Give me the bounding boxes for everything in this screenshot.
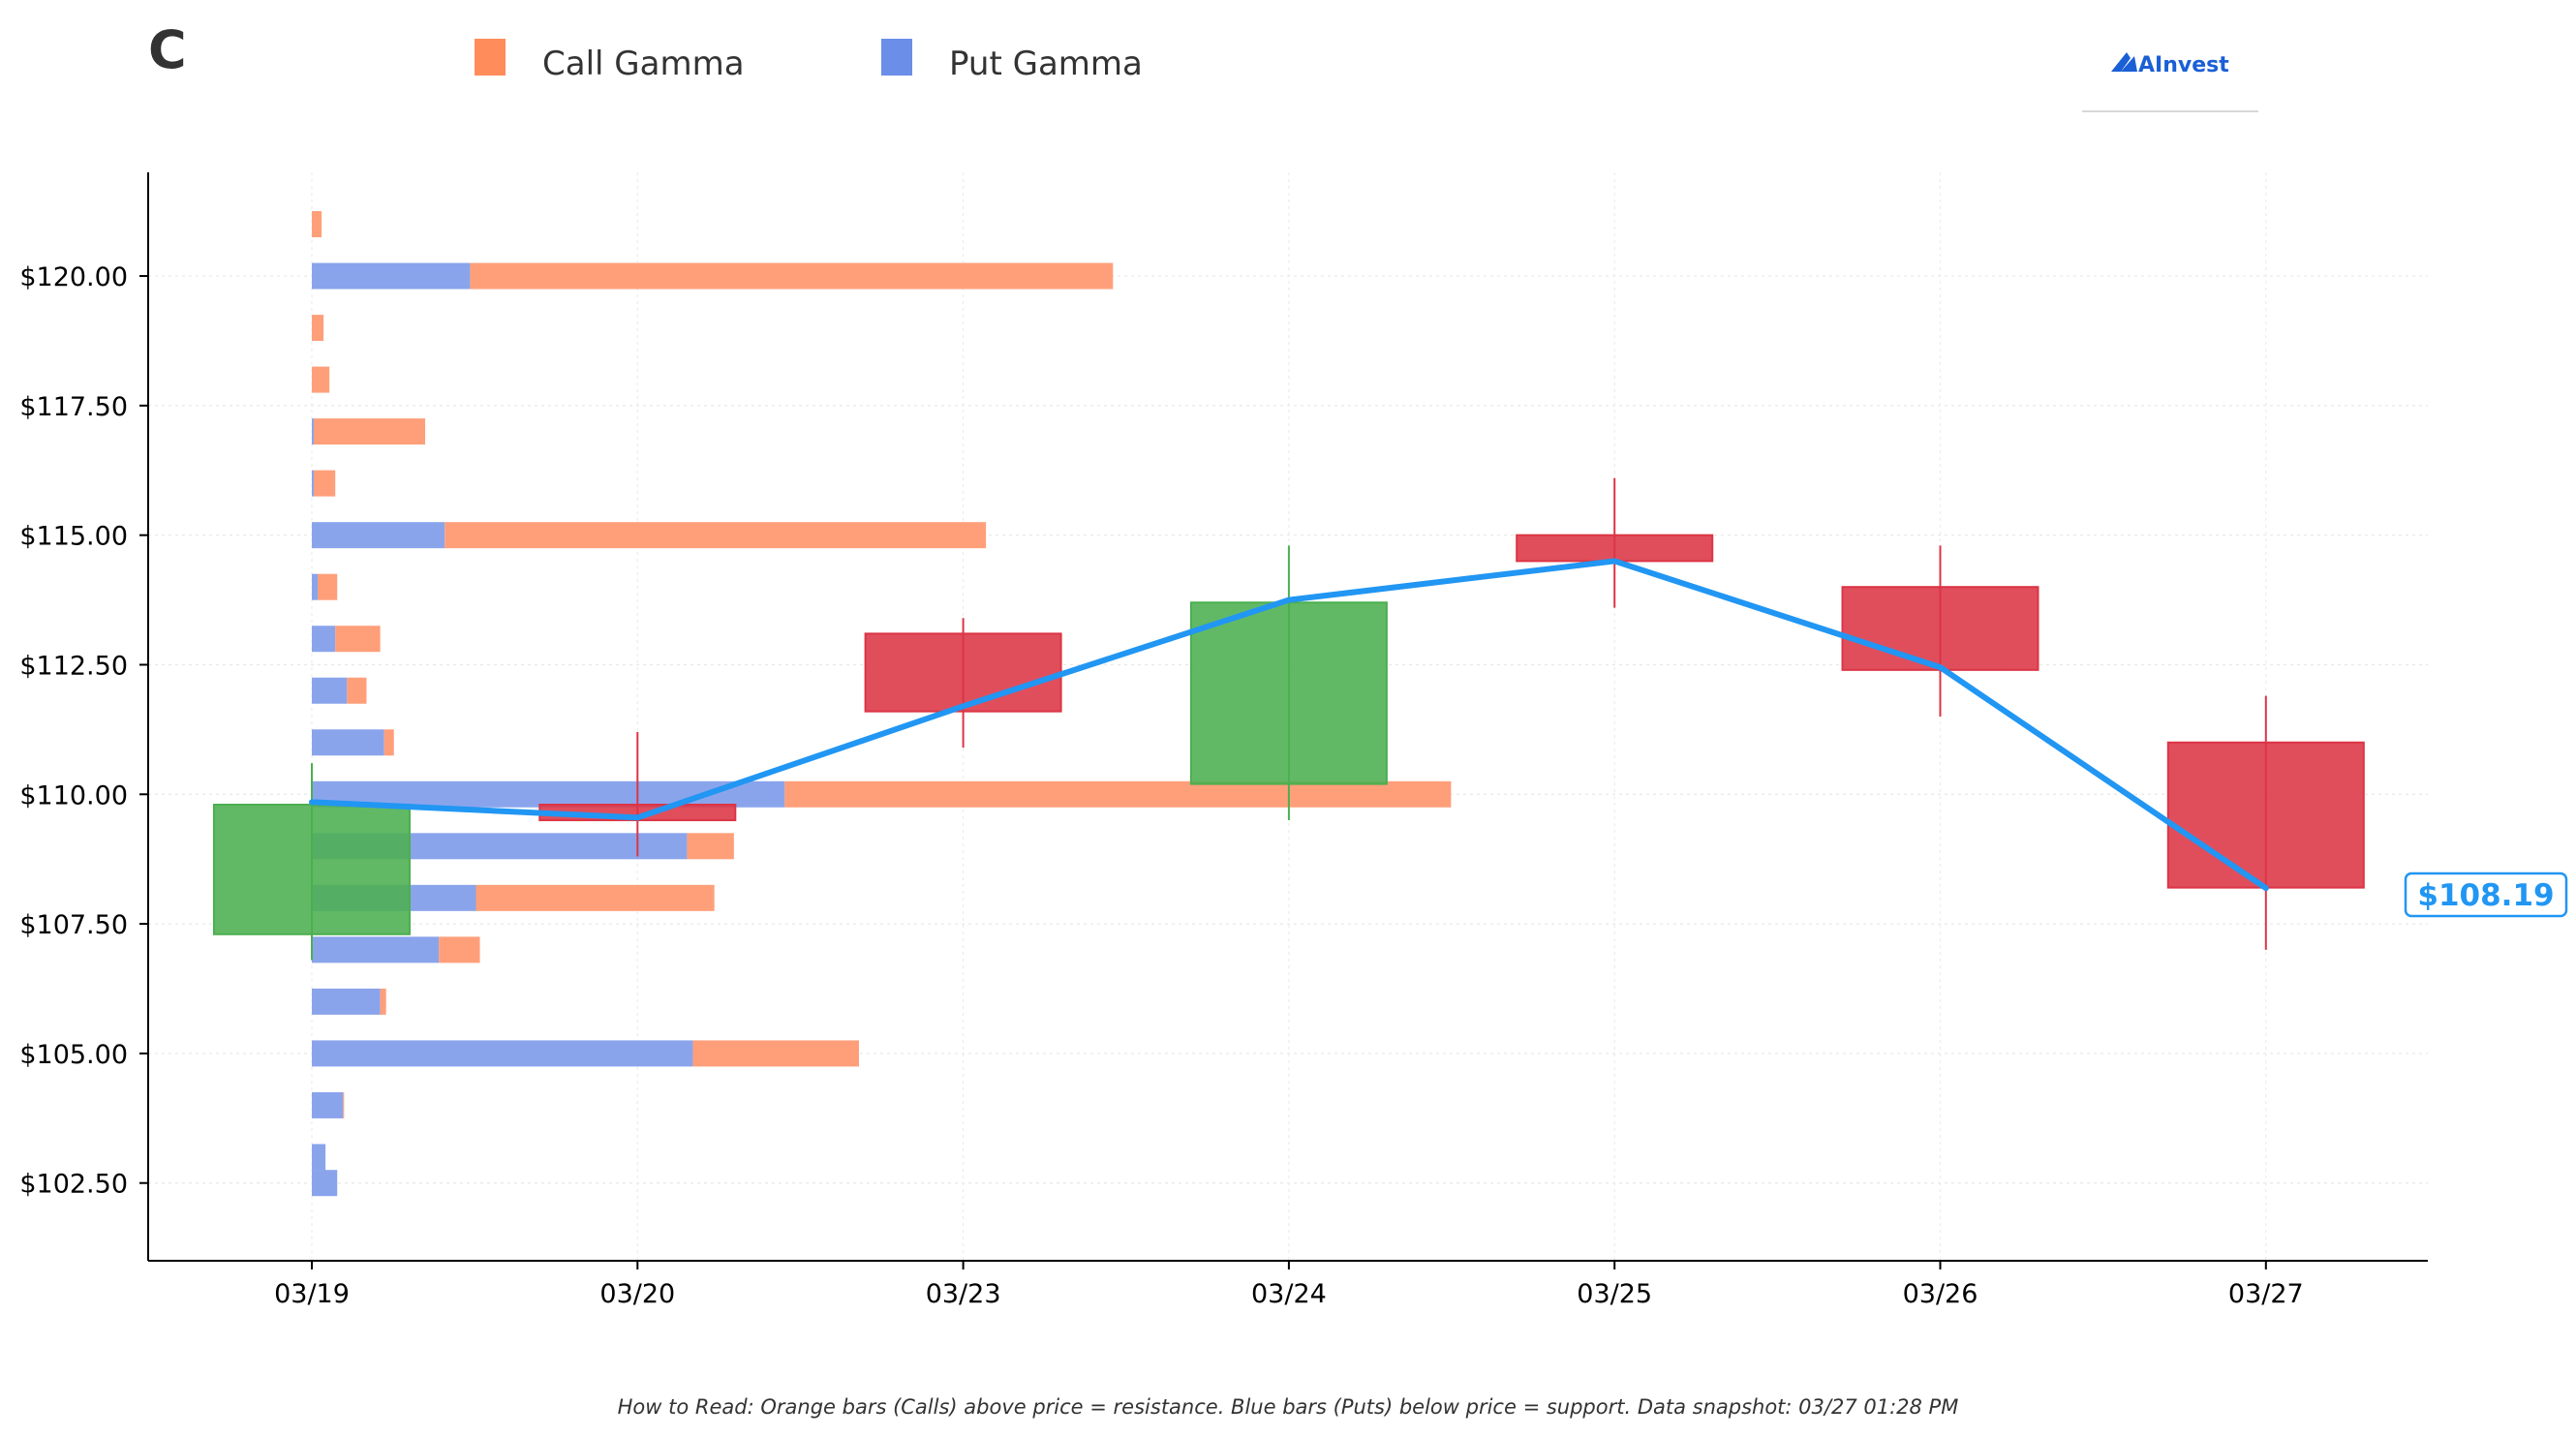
put-gamma-bar [312,573,319,600]
put-gamma-bar [312,522,445,549]
current-price-label: $108.19 [2417,878,2554,913]
put-gamma-bar [312,1144,326,1171]
call-gamma-bar [318,573,338,600]
x-tick-label: 03/24 [1251,1279,1327,1309]
put-gamma-bar [312,729,384,756]
y-tick-label: $107.50 [19,910,128,940]
y-tick-label: $110.00 [19,780,128,810]
call-gamma-bar [314,470,336,497]
call-gamma-bar [312,211,322,238]
y-tick-label: $117.50 [19,392,128,422]
x-tick-label: 03/25 [1577,1279,1652,1309]
call-gamma-bar [445,522,987,549]
x-tick-label: 03/23 [926,1279,1001,1309]
call-gamma-bar [692,1040,859,1067]
call-gamma-bar [687,833,734,860]
call-gamma-bar [335,626,381,653]
put-gamma-bar [312,988,381,1015]
put-gamma-bar [312,1170,338,1197]
tick-labels: $102.50 $105.00 $107.50 $110.00 $112.50 $115.… [19,262,2303,1309]
call-gamma-bar [470,262,1114,290]
x-tick-label: 03/20 [599,1279,675,1309]
candle-body-down [1516,534,1714,563]
put-gamma-bar [312,470,315,497]
put-gamma-bar [312,626,336,653]
put-gamma-bar [312,1040,693,1067]
candle-body-up [213,803,411,935]
current-price-badge: $108.19 [2404,871,2568,918]
footnote: How to Read: Orange bars (Calls) above p… [618,1395,1959,1419]
gamma-bars [312,211,1452,1197]
ainvest-logo-icon [2111,52,2137,72]
call-gamma-bar [784,780,1452,808]
legend-call-label: Call Gamma [542,45,745,83]
call-gamma-bar [383,729,394,756]
call-gamma-bar [380,988,386,1015]
ticker-symbol: C [148,19,187,80]
y-tick-label: $120.00 [19,262,128,292]
x-tick-label: 03/19 [274,1279,350,1309]
call-gamma-bar [475,884,715,911]
candle-body-up [1189,601,1388,785]
y-tick-label: $102.50 [19,1170,128,1200]
legend-put-swatch [881,39,912,76]
y-tick-label: $112.50 [19,651,128,681]
x-tick-label: 03/27 [2228,1279,2304,1309]
y-tick-label: $115.00 [19,522,128,552]
legend: Call Gamma Put Gamma [475,39,1143,83]
call-gamma-bar [343,1091,345,1118]
candle-body-down [2166,741,2365,889]
put-gamma-bar [312,262,471,290]
call-gamma-bar [312,366,330,393]
logo-text: AInvest [2138,53,2229,77]
put-gamma-bar [312,1091,344,1118]
legend-put-label: Put Gamma [949,45,1143,83]
close-price-line [309,558,2269,892]
call-gamma-bar [439,936,480,963]
y-tick-label: $105.00 [19,1040,128,1070]
put-gamma-bar [312,677,348,704]
call-gamma-bar [347,677,367,704]
candle-body-down [864,632,1062,713]
call-gamma-bar [314,418,426,445]
legend-call-swatch [475,39,506,76]
candle-body-down [1841,586,2039,671]
call-gamma-bar [312,315,324,342]
x-tick-label: 03/26 [1903,1279,1978,1309]
current-price-box [2404,871,2568,918]
brand-logo: AInvest [2082,52,2258,112]
put-gamma-bar [312,936,440,963]
close-line-path [309,558,2269,892]
put-gamma-bar [312,418,315,445]
